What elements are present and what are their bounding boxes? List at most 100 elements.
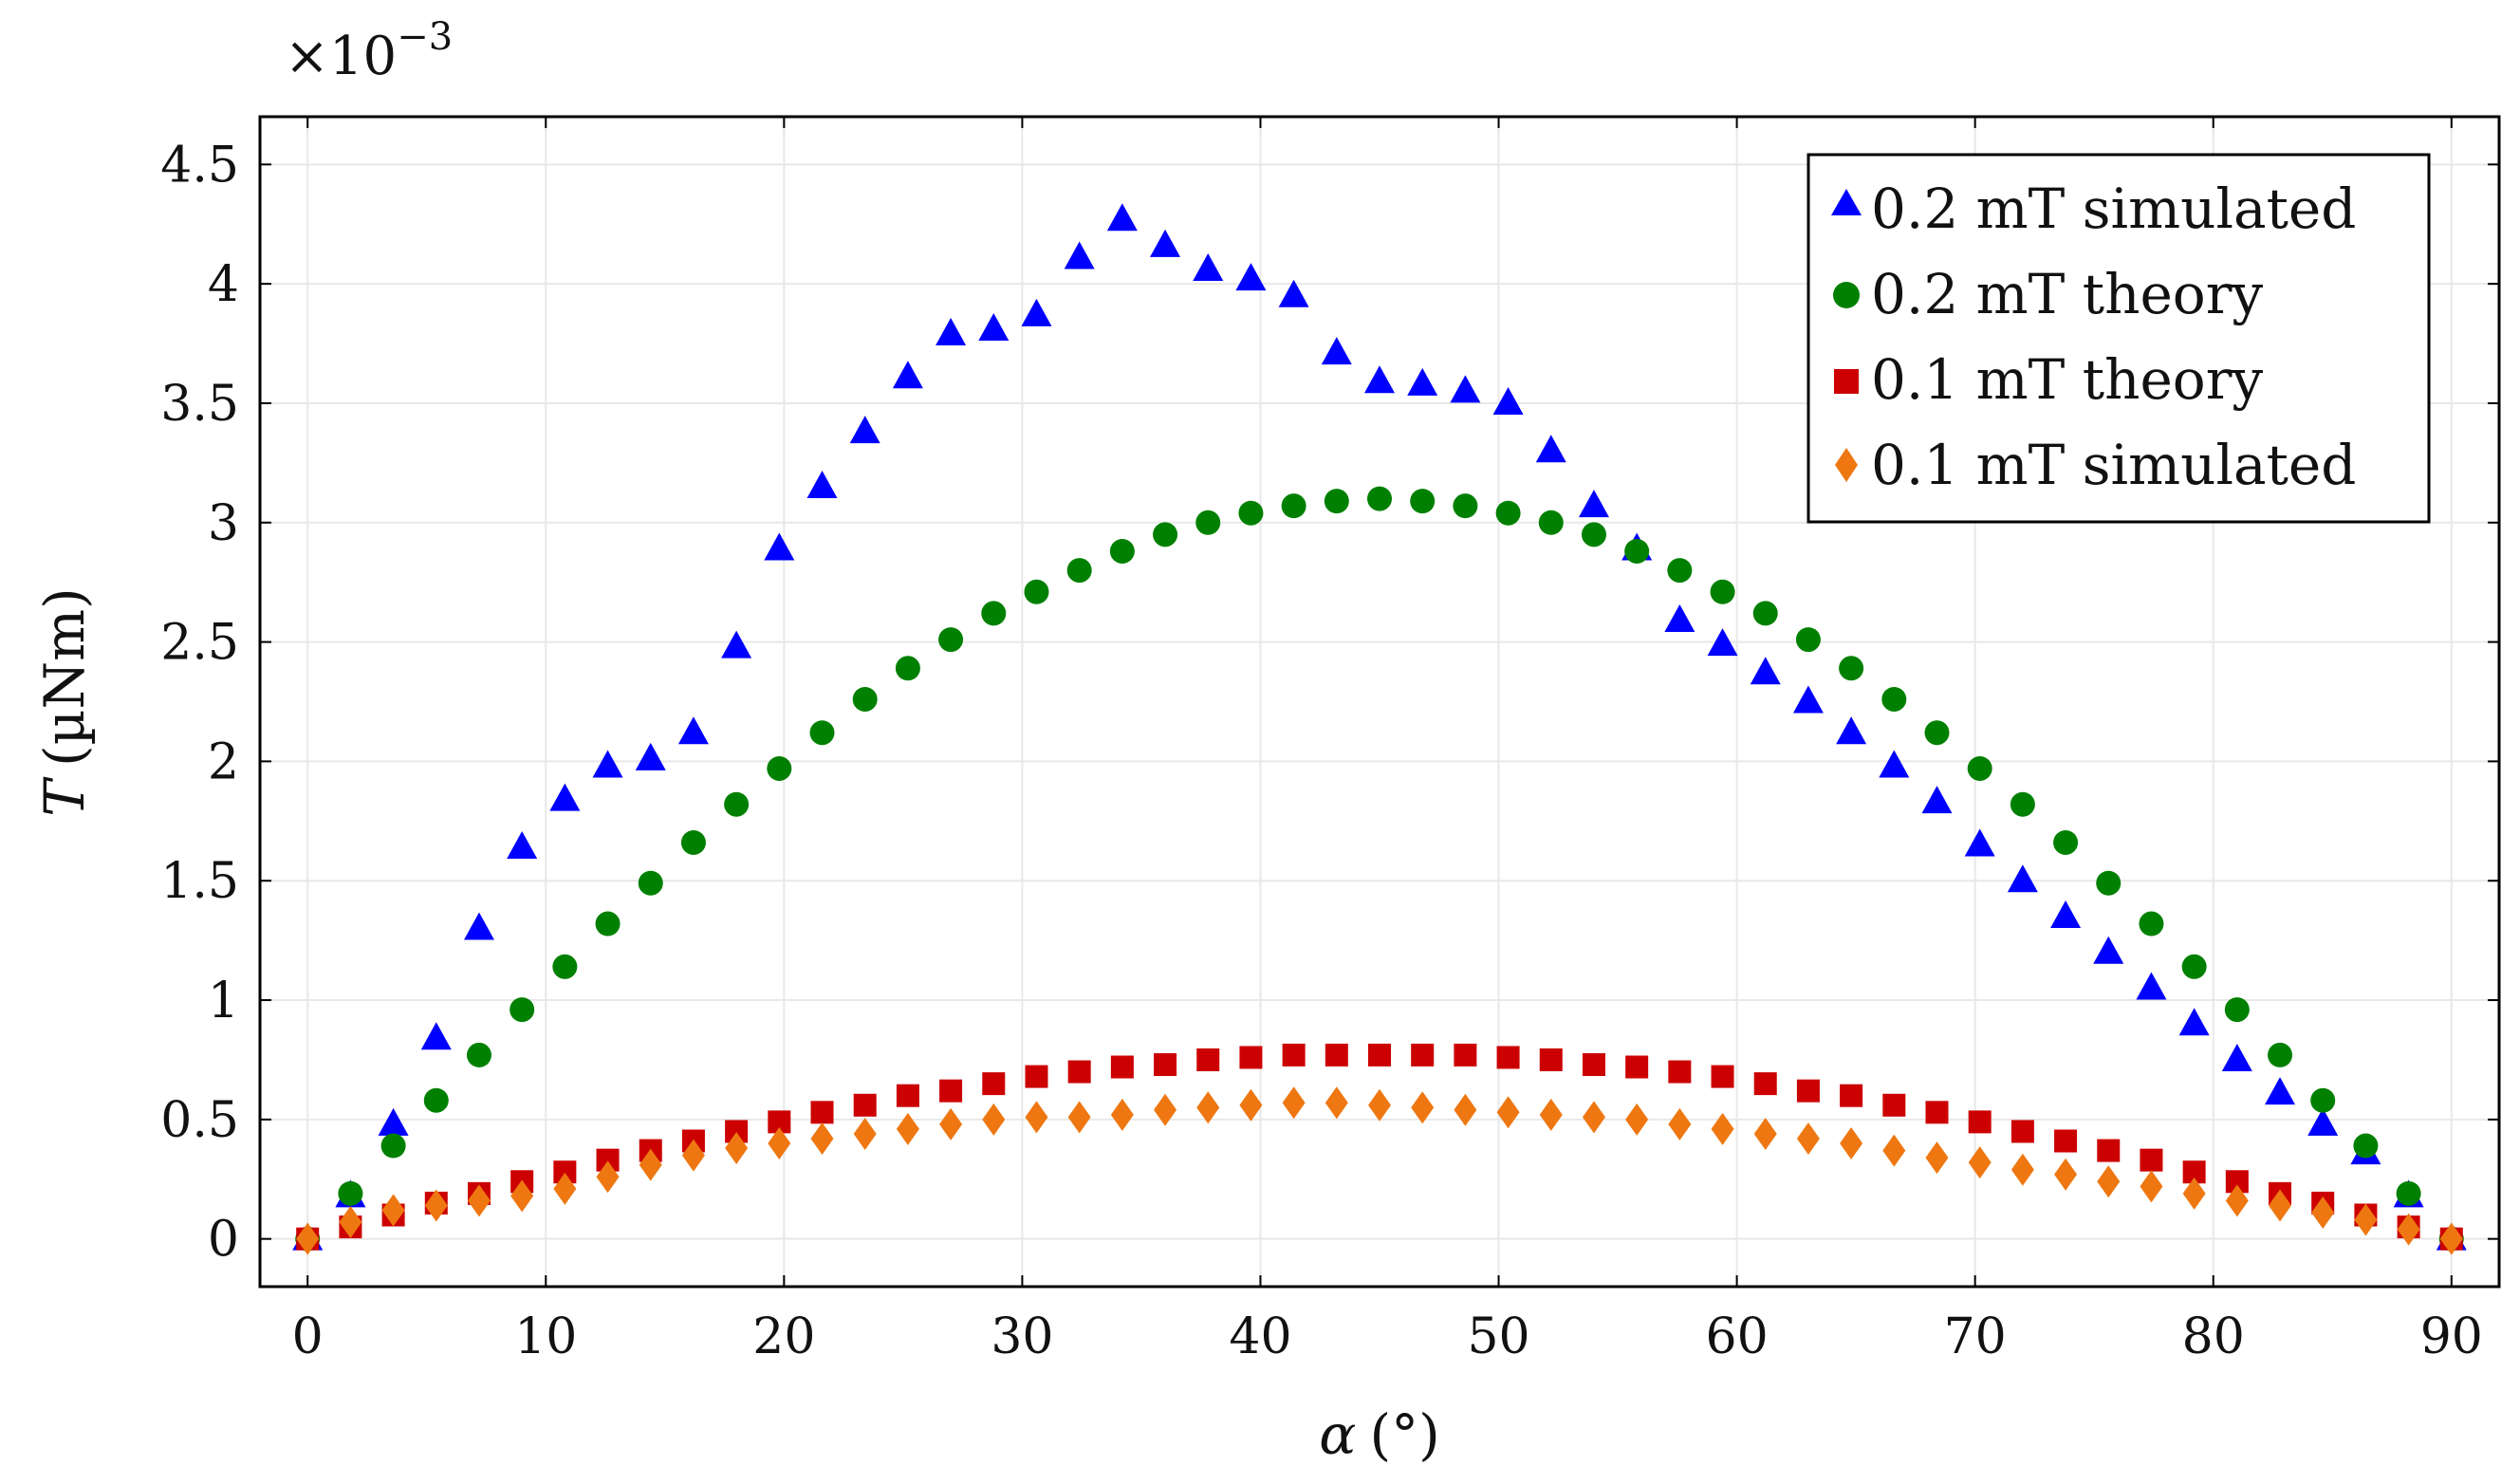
point-triangle <box>1450 375 1481 403</box>
point-diamond <box>1110 1098 1134 1131</box>
point-diamond <box>1496 1096 1520 1129</box>
point-triangle <box>1578 490 1609 518</box>
point-square <box>1968 1110 1992 1134</box>
point-diamond <box>2439 1222 2463 1255</box>
y-tick-label: 4 <box>208 256 239 313</box>
point-circle <box>1324 489 1349 514</box>
point-circle <box>1881 686 1907 712</box>
x-tick-label: 20 <box>752 1308 815 1365</box>
point-circle <box>2010 791 2035 817</box>
y-tick-label: 2.5 <box>160 615 239 672</box>
point-square <box>1625 1055 1649 1079</box>
point-square <box>2010 1120 2034 1143</box>
point-circle <box>680 829 706 855</box>
point-circle <box>2396 1180 2421 1206</box>
point-circle <box>2224 997 2250 1023</box>
point-circle <box>1495 500 1521 526</box>
point-square <box>1196 1048 1220 1071</box>
point-triangle <box>1836 716 1867 745</box>
y-tick-label: 1.5 <box>160 853 239 910</box>
point-circle <box>1624 538 1650 564</box>
point-diamond <box>1711 1112 1734 1145</box>
point-triangle <box>849 416 880 444</box>
point-triangle <box>378 1107 409 1136</box>
point-triangle <box>2050 900 2082 928</box>
point-circle <box>1839 656 1864 681</box>
legend-marker-square <box>1834 369 1859 394</box>
point-square <box>2140 1148 2163 1172</box>
point-triangle <box>978 312 1010 341</box>
point-circle <box>1024 579 1049 604</box>
point-circle <box>2268 1042 2293 1067</box>
point-triangle <box>764 532 795 561</box>
data-points <box>292 203 2467 1255</box>
point-diamond <box>1154 1093 1177 1126</box>
point-triangle <box>635 742 666 770</box>
point-diamond <box>853 1117 877 1150</box>
point-triangle <box>1021 298 1052 326</box>
point-square <box>1753 1072 1777 1096</box>
point-circle <box>2181 954 2207 979</box>
point-triangle <box>2136 972 2167 1000</box>
point-square <box>1496 1046 1520 1069</box>
point-diamond <box>424 1189 448 1222</box>
point-triangle <box>549 783 581 811</box>
point-diamond <box>1239 1088 1263 1122</box>
point-diamond <box>2397 1213 2420 1246</box>
point-square <box>1840 1084 1863 1107</box>
point-circle <box>1538 510 1564 535</box>
legend-item-0-1mt-theory: 0.1 mT theory <box>1834 347 2263 412</box>
x-tick-label: 60 <box>1706 1308 1769 1365</box>
point-triangle <box>1064 241 1095 269</box>
point-circle <box>2096 870 2122 896</box>
y-tick-label: 4.5 <box>160 137 239 194</box>
x-tick-label: 50 <box>1467 1308 1529 1365</box>
point-diamond <box>1368 1088 1391 1122</box>
point-square <box>939 1079 963 1103</box>
point-square <box>1025 1065 1048 1088</box>
point-triangle <box>806 471 838 499</box>
point-diamond <box>1539 1098 1563 1131</box>
point-diamond <box>1625 1103 1649 1136</box>
x-tick-labels: 0 10 20 30 40 50 60 70 80 90 <box>292 1308 2483 1365</box>
point-diamond <box>982 1103 1006 1136</box>
point-circle <box>510 997 535 1023</box>
point-square <box>896 1084 919 1107</box>
point-triangle <box>2093 936 2124 964</box>
y-axis-title: T(µNm) <box>32 587 97 816</box>
point-triangle <box>2265 1077 2296 1105</box>
point-circle <box>809 720 835 746</box>
point-diamond <box>1840 1127 1863 1160</box>
y-tick-label: 1 <box>208 973 239 1030</box>
y-tick-label: 0.5 <box>160 1092 239 1149</box>
legend-marker-circle <box>1833 282 1860 308</box>
y-tick-labels: 0 0.5 1 1.5 2 2.5 3 3.5 4 4.5 <box>160 137 239 1268</box>
point-diamond <box>1668 1107 1692 1141</box>
x-tick-label: 40 <box>1229 1308 1291 1365</box>
point-square <box>1282 1043 1306 1067</box>
point-diamond <box>1282 1086 1306 1120</box>
point-square <box>1110 1055 1134 1079</box>
point-circle <box>1281 493 1306 519</box>
point-circle <box>595 911 621 937</box>
point-circle <box>2310 1087 2336 1113</box>
point-circle <box>1153 522 1178 547</box>
point-square <box>1711 1065 1734 1088</box>
point-square <box>1368 1043 1391 1067</box>
series-diamond <box>296 1086 2463 1255</box>
point-triangle <box>1750 657 1781 685</box>
point-diamond <box>768 1127 791 1160</box>
legend-item-0-2mt-theory: 0.2 mT theory <box>1833 262 2263 326</box>
legend-box <box>1807 153 2431 524</box>
point-diamond <box>1968 1146 1992 1179</box>
point-square <box>2097 1139 2121 1162</box>
point-triangle <box>2307 1107 2339 1136</box>
point-circle <box>1795 627 1821 653</box>
legend-label: 0.2 mT theory <box>1871 262 2263 326</box>
point-diamond <box>510 1179 534 1213</box>
point-diamond <box>2354 1203 2378 1236</box>
point-circle <box>1752 601 1778 626</box>
point-circle <box>1967 755 1992 781</box>
point-diamond <box>2097 1165 2121 1198</box>
